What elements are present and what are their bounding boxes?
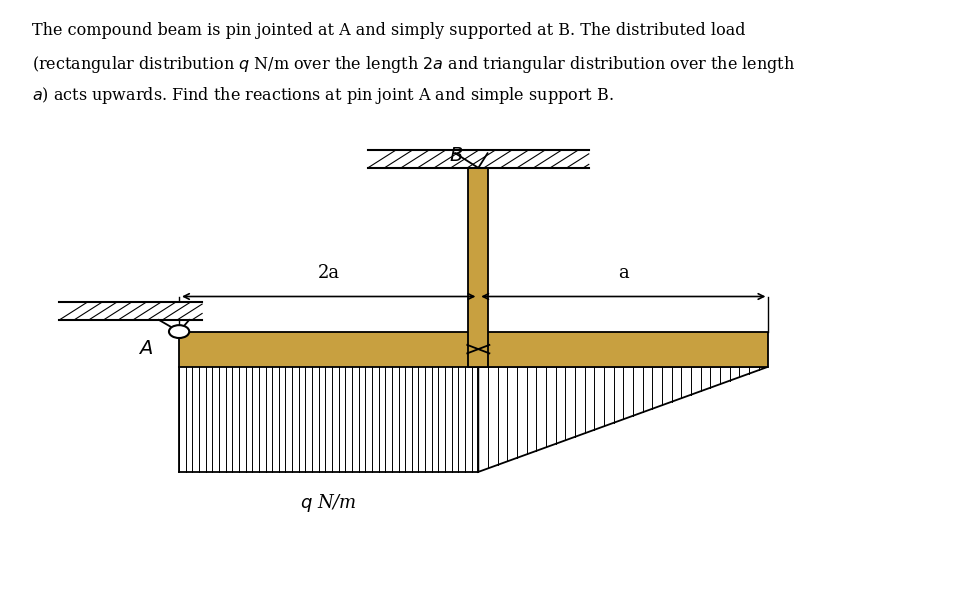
Text: $A$: $A$ [138, 340, 153, 358]
Text: 2a: 2a [318, 264, 340, 282]
Circle shape [169, 325, 189, 338]
Text: a: a [618, 264, 629, 282]
Text: $a$) acts upwards. Find the reactions at pin joint A and simple support B.: $a$) acts upwards. Find the reactions at… [32, 85, 613, 106]
Bar [59, 302, 202, 320]
Bar [368, 151, 589, 168]
Text: $B$: $B$ [449, 147, 463, 165]
Text: The compound beam is pin jointed at A and simply supported at B. The distributed: The compound beam is pin jointed at A an… [32, 22, 746, 39]
Bar [469, 168, 489, 366]
Polygon shape [478, 366, 768, 472]
Bar [179, 331, 768, 366]
Text: (rectangular distribution $q$ N/m over the length $2a$ and triangular distributi: (rectangular distribution $q$ N/m over t… [32, 54, 795, 75]
Text: $q$ N/m: $q$ N/m [300, 492, 357, 514]
